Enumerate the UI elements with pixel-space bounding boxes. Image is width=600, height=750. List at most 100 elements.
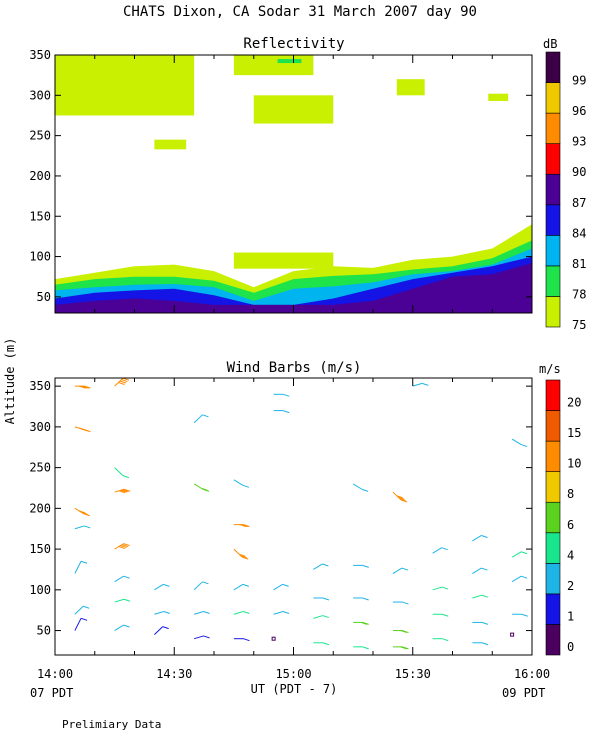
wind-barb — [353, 597, 369, 601]
barb-flag — [398, 496, 405, 500]
barb-flag — [84, 525, 91, 529]
reflectivity-patch-3 — [253, 95, 334, 124]
barb-staff — [313, 563, 323, 570]
barb-flag — [322, 615, 329, 619]
y-tick-label: 250 — [29, 461, 51, 475]
wind-barb — [74, 385, 91, 389]
x-tick-label: 14:00 — [37, 667, 73, 681]
ms-label: 8 — [567, 487, 574, 501]
ms-swatch — [545, 563, 561, 595]
ms-swatch — [545, 501, 561, 534]
db-label: 99 — [572, 74, 586, 88]
wind-barb — [233, 524, 250, 528]
barb-staff — [114, 575, 124, 583]
barb-flag — [520, 551, 528, 555]
barb-staff — [412, 382, 423, 387]
wind-barb — [114, 624, 130, 631]
barb-flag — [402, 601, 409, 605]
barb-flag — [80, 560, 88, 564]
wind-barb — [233, 583, 250, 591]
wind-barb — [392, 601, 409, 605]
db-swatch — [545, 235, 561, 267]
x-tick-label: 14:30 — [156, 667, 192, 681]
x-tick-label: 16:00 — [514, 667, 550, 681]
preliminary-note: Prelimiary Data — [62, 718, 161, 731]
db-swatch — [545, 173, 561, 206]
barb-staff — [352, 483, 363, 490]
ms-swatch — [545, 532, 561, 564]
wind-title: Wind Barbs (m/s) — [227, 360, 362, 376]
wind-barb — [392, 630, 409, 634]
wind-barb — [74, 605, 90, 615]
reflectivity-patch-6 — [488, 93, 509, 101]
barb-flag — [481, 534, 488, 538]
wind-barb — [114, 575, 130, 583]
wind-barb — [313, 597, 330, 601]
wind-barb — [233, 611, 250, 615]
barb-staff — [511, 551, 522, 558]
y-tick-label: 250 — [29, 129, 51, 143]
wind-barb — [392, 491, 408, 503]
barb-flag — [203, 611, 210, 614]
wind-barb — [193, 414, 209, 424]
wind-barbs — [74, 377, 528, 650]
y-tick-label: 300 — [29, 420, 51, 434]
barb-flag — [84, 385, 91, 389]
barb-staff — [74, 618, 82, 631]
y-tick-label: 100 — [29, 583, 51, 597]
wind-barb — [353, 646, 369, 650]
barb-staff — [511, 438, 522, 446]
wind-barb — [193, 611, 210, 615]
barb-staff — [74, 525, 85, 530]
wind-barb — [273, 393, 290, 397]
reflectivity-patch-0 — [55, 55, 195, 116]
wind-barb — [193, 581, 209, 591]
wind-frame — [54, 377, 533, 656]
barb-flag — [362, 621, 369, 625]
wind-barb — [510, 632, 515, 637]
barb-flag — [163, 611, 170, 614]
wind-barb — [511, 575, 528, 583]
barb-flag — [521, 613, 528, 617]
db-swatch — [545, 51, 561, 83]
wind-x-axis: 14:00 14:30 15:00 15:30 16:00 — [37, 378, 550, 681]
db-swatch — [545, 143, 561, 175]
barb-flag — [481, 621, 489, 625]
barb-staff — [74, 605, 84, 615]
wind-barb — [193, 635, 210, 640]
wind-barb — [313, 615, 329, 619]
reflectivity-band-87 — [55, 263, 532, 313]
wind-barb — [313, 563, 329, 570]
figure-title: CHATS Dixon, CA Sodar 31 March 2007 day … — [123, 4, 477, 20]
reflectivity-contours — [55, 55, 532, 313]
wind-barb — [114, 488, 131, 494]
barb-flag — [282, 611, 290, 614]
reflectivity-patch-7 — [233, 252, 334, 269]
barb-flag — [362, 597, 369, 601]
barb-flag — [520, 444, 528, 448]
barb-staff — [313, 615, 323, 619]
wind-y-axis: 50 100 150 200 250 300 350 — [29, 379, 532, 638]
barb-flag — [83, 605, 90, 609]
barb-flag — [243, 524, 250, 528]
barb-staff — [74, 561, 82, 574]
wind-barb — [154, 583, 170, 591]
barb-flag — [361, 488, 369, 492]
barb-staff — [472, 535, 482, 542]
y-tick-label: 100 — [29, 250, 51, 264]
wind-barb — [154, 611, 170, 615]
db-label: 78 — [572, 287, 586, 301]
barb-flag — [422, 382, 429, 386]
barb-flag — [239, 553, 246, 557]
barb-flag — [442, 638, 449, 642]
wind-barb — [193, 483, 210, 492]
barb-staff — [154, 626, 164, 635]
ms-swatch — [545, 624, 561, 656]
barb-flag — [242, 484, 250, 488]
db-swatch — [545, 112, 561, 144]
db-label: 84 — [572, 226, 586, 240]
barb-flag — [79, 385, 86, 389]
altitude-axis-label: Altitude (m) — [3, 338, 17, 425]
wind-barb — [114, 467, 130, 479]
barb-flag — [78, 510, 86, 514]
